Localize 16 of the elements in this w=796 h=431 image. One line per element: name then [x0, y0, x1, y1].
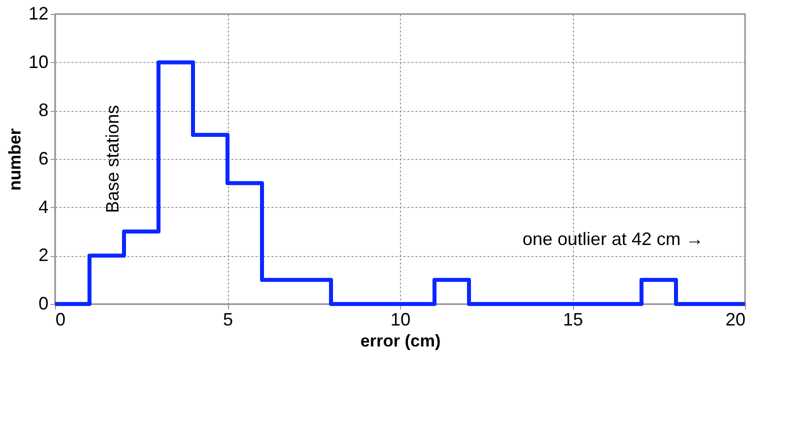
- y-tick-label: 12: [28, 4, 48, 24]
- y-tick-label: 6: [38, 148, 48, 168]
- y-tick-label: 4: [38, 196, 48, 217]
- x-tick-label: 20: [725, 310, 746, 330]
- x-axis-title: error (cm): [360, 332, 441, 350]
- x-tick-label: 10: [390, 310, 411, 330]
- y-tick-label: 8: [38, 100, 48, 120]
- y-tick-label: 10: [28, 52, 48, 72]
- annotation: one outlier at 42 cm →: [522, 229, 704, 250]
- x-tick-label: 5: [222, 310, 234, 330]
- x-tick-label: 15: [562, 310, 584, 330]
- y-tick-label: 2: [38, 245, 48, 266]
- annotation: Base stations: [102, 104, 123, 214]
- y-tick-label: 0: [38, 294, 48, 314]
- x-tick-label: 0: [56, 310, 66, 330]
- y-axis-title: number: [5, 128, 24, 191]
